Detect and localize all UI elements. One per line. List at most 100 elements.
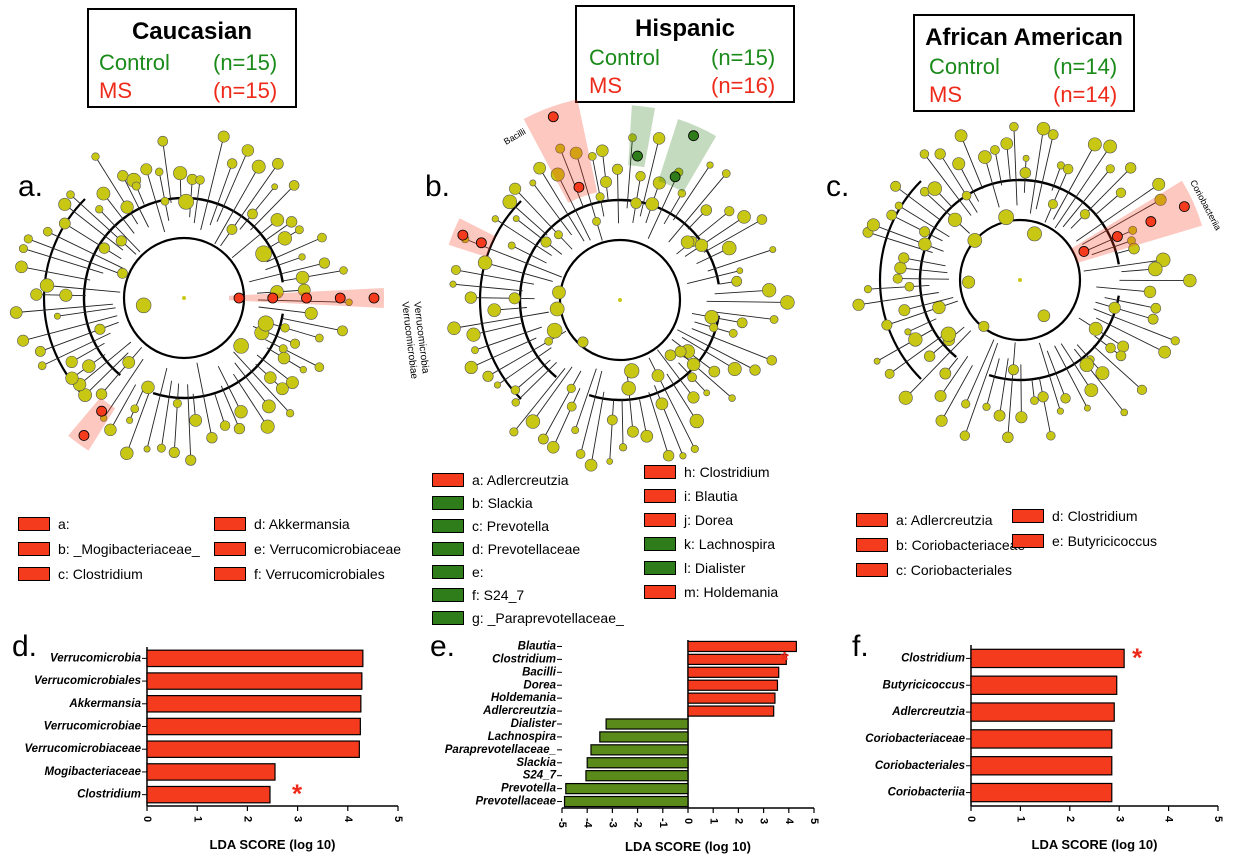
taxon-node xyxy=(923,350,936,362)
cladogram-edge xyxy=(162,141,172,204)
taxon-node xyxy=(546,322,563,339)
taxon-node xyxy=(780,295,795,310)
taxon-node xyxy=(596,144,609,157)
legend-item: d: Prevotellaceae xyxy=(432,541,580,557)
taxon-node xyxy=(1000,137,1013,150)
cladogram-edge xyxy=(621,399,624,448)
cladogram-edge xyxy=(1054,146,1111,229)
taxon-node xyxy=(566,401,577,412)
taxon-node xyxy=(39,278,55,293)
legend-text: i: Blautia xyxy=(684,488,738,504)
cladogram-edge xyxy=(40,321,119,352)
taxon-node xyxy=(185,454,197,466)
x-tick-label: 5 xyxy=(808,818,820,824)
cladogram-edge xyxy=(21,266,91,281)
taxon-node xyxy=(554,230,563,240)
taxon-node xyxy=(315,333,324,343)
taxon-node xyxy=(477,255,493,270)
control-label: Control xyxy=(99,50,170,75)
root-node xyxy=(618,298,622,302)
category-label: Dialister xyxy=(511,718,557,730)
taxon-node xyxy=(934,148,946,160)
cladogram-edge xyxy=(1020,364,1022,418)
cladogram-edge xyxy=(266,237,323,263)
cladogram-edge xyxy=(22,315,118,342)
taxon-node xyxy=(1009,122,1019,132)
taxon-node xyxy=(762,283,777,298)
taxon-node xyxy=(66,190,75,199)
x-tick-label: 1 xyxy=(707,818,719,824)
cladogram-edge xyxy=(986,358,1000,407)
legend-swatch xyxy=(856,563,888,577)
cladogram-c xyxy=(852,121,1203,444)
category-label: Dorea xyxy=(523,679,556,691)
cladogram-edge xyxy=(233,351,291,414)
taxon-node xyxy=(1037,391,1049,403)
taxon-node xyxy=(533,161,546,175)
taxon-node xyxy=(117,267,128,279)
clade-node xyxy=(1178,201,1190,213)
cladogram-edge xyxy=(1086,229,1133,251)
panel-label-b: b. xyxy=(425,170,451,203)
taxon-node xyxy=(17,334,30,347)
cladogram-edge xyxy=(41,332,111,367)
legend-text: b: Slackia xyxy=(472,495,533,511)
clade-node xyxy=(1111,231,1123,242)
significance-marker: * xyxy=(780,647,789,672)
taxon-node xyxy=(873,357,881,365)
taxon-node xyxy=(234,405,248,419)
taxon-node xyxy=(606,458,614,465)
cladogram-edge xyxy=(103,358,144,419)
taxon-node xyxy=(233,423,246,435)
cladogram-edge xyxy=(559,148,584,208)
taxon-node xyxy=(1115,187,1127,198)
taxon-node xyxy=(547,441,560,454)
legend-swatch xyxy=(18,567,50,581)
legend-item: d: Clostridium xyxy=(1012,508,1138,524)
x-tick-label: 5 xyxy=(392,816,404,822)
taxon-node xyxy=(285,409,295,418)
taxon-node xyxy=(65,355,78,369)
x-tick-label: -3 xyxy=(606,818,618,828)
panel-label-f: f. xyxy=(852,630,869,663)
cladogram-edge xyxy=(999,358,1009,416)
taxon-node xyxy=(464,291,477,304)
cladogram-edge xyxy=(904,296,954,311)
taxon-node xyxy=(728,394,736,402)
taxon-node xyxy=(967,233,983,248)
cladogram-edge xyxy=(231,219,278,259)
cladogram-edge xyxy=(703,219,763,253)
taxon-node xyxy=(952,157,966,171)
cladogram-edge xyxy=(994,149,1003,186)
taxon-node xyxy=(277,231,292,246)
cladogram-edge xyxy=(539,167,585,242)
cladogram-edge xyxy=(706,300,788,303)
legend-swatch xyxy=(432,611,464,625)
taxon-node xyxy=(919,226,931,238)
taxon-node xyxy=(1062,163,1074,175)
taxon-node xyxy=(178,193,194,210)
x-tick-label: 5 xyxy=(1212,816,1224,822)
taxon-node xyxy=(689,413,704,429)
legend-swatch xyxy=(856,513,888,527)
legend-item: l: Dialister xyxy=(644,560,745,576)
x-tick-label: 4 xyxy=(783,818,795,825)
cladogram-edge xyxy=(647,171,680,239)
clade-highlight xyxy=(1071,180,1203,263)
cladogram-ring xyxy=(558,238,682,362)
taxon-node xyxy=(294,225,304,235)
cladogram-edge xyxy=(678,350,733,399)
cladogram-edge xyxy=(617,169,619,224)
taxon-node xyxy=(53,312,61,320)
taxon-node xyxy=(978,320,990,332)
x-tick-label: 0 xyxy=(682,818,694,824)
taxon-node xyxy=(695,238,709,252)
legend-text: m: Holdemania xyxy=(684,584,779,600)
cladogram-edge xyxy=(515,218,563,255)
taxon-node xyxy=(700,204,712,216)
category-label: Mogibacteriaceae xyxy=(44,766,141,778)
taxon-node xyxy=(59,288,73,302)
cladogram-edge xyxy=(145,169,166,233)
cladogram-edge xyxy=(964,342,999,436)
taxon-node xyxy=(280,323,290,333)
